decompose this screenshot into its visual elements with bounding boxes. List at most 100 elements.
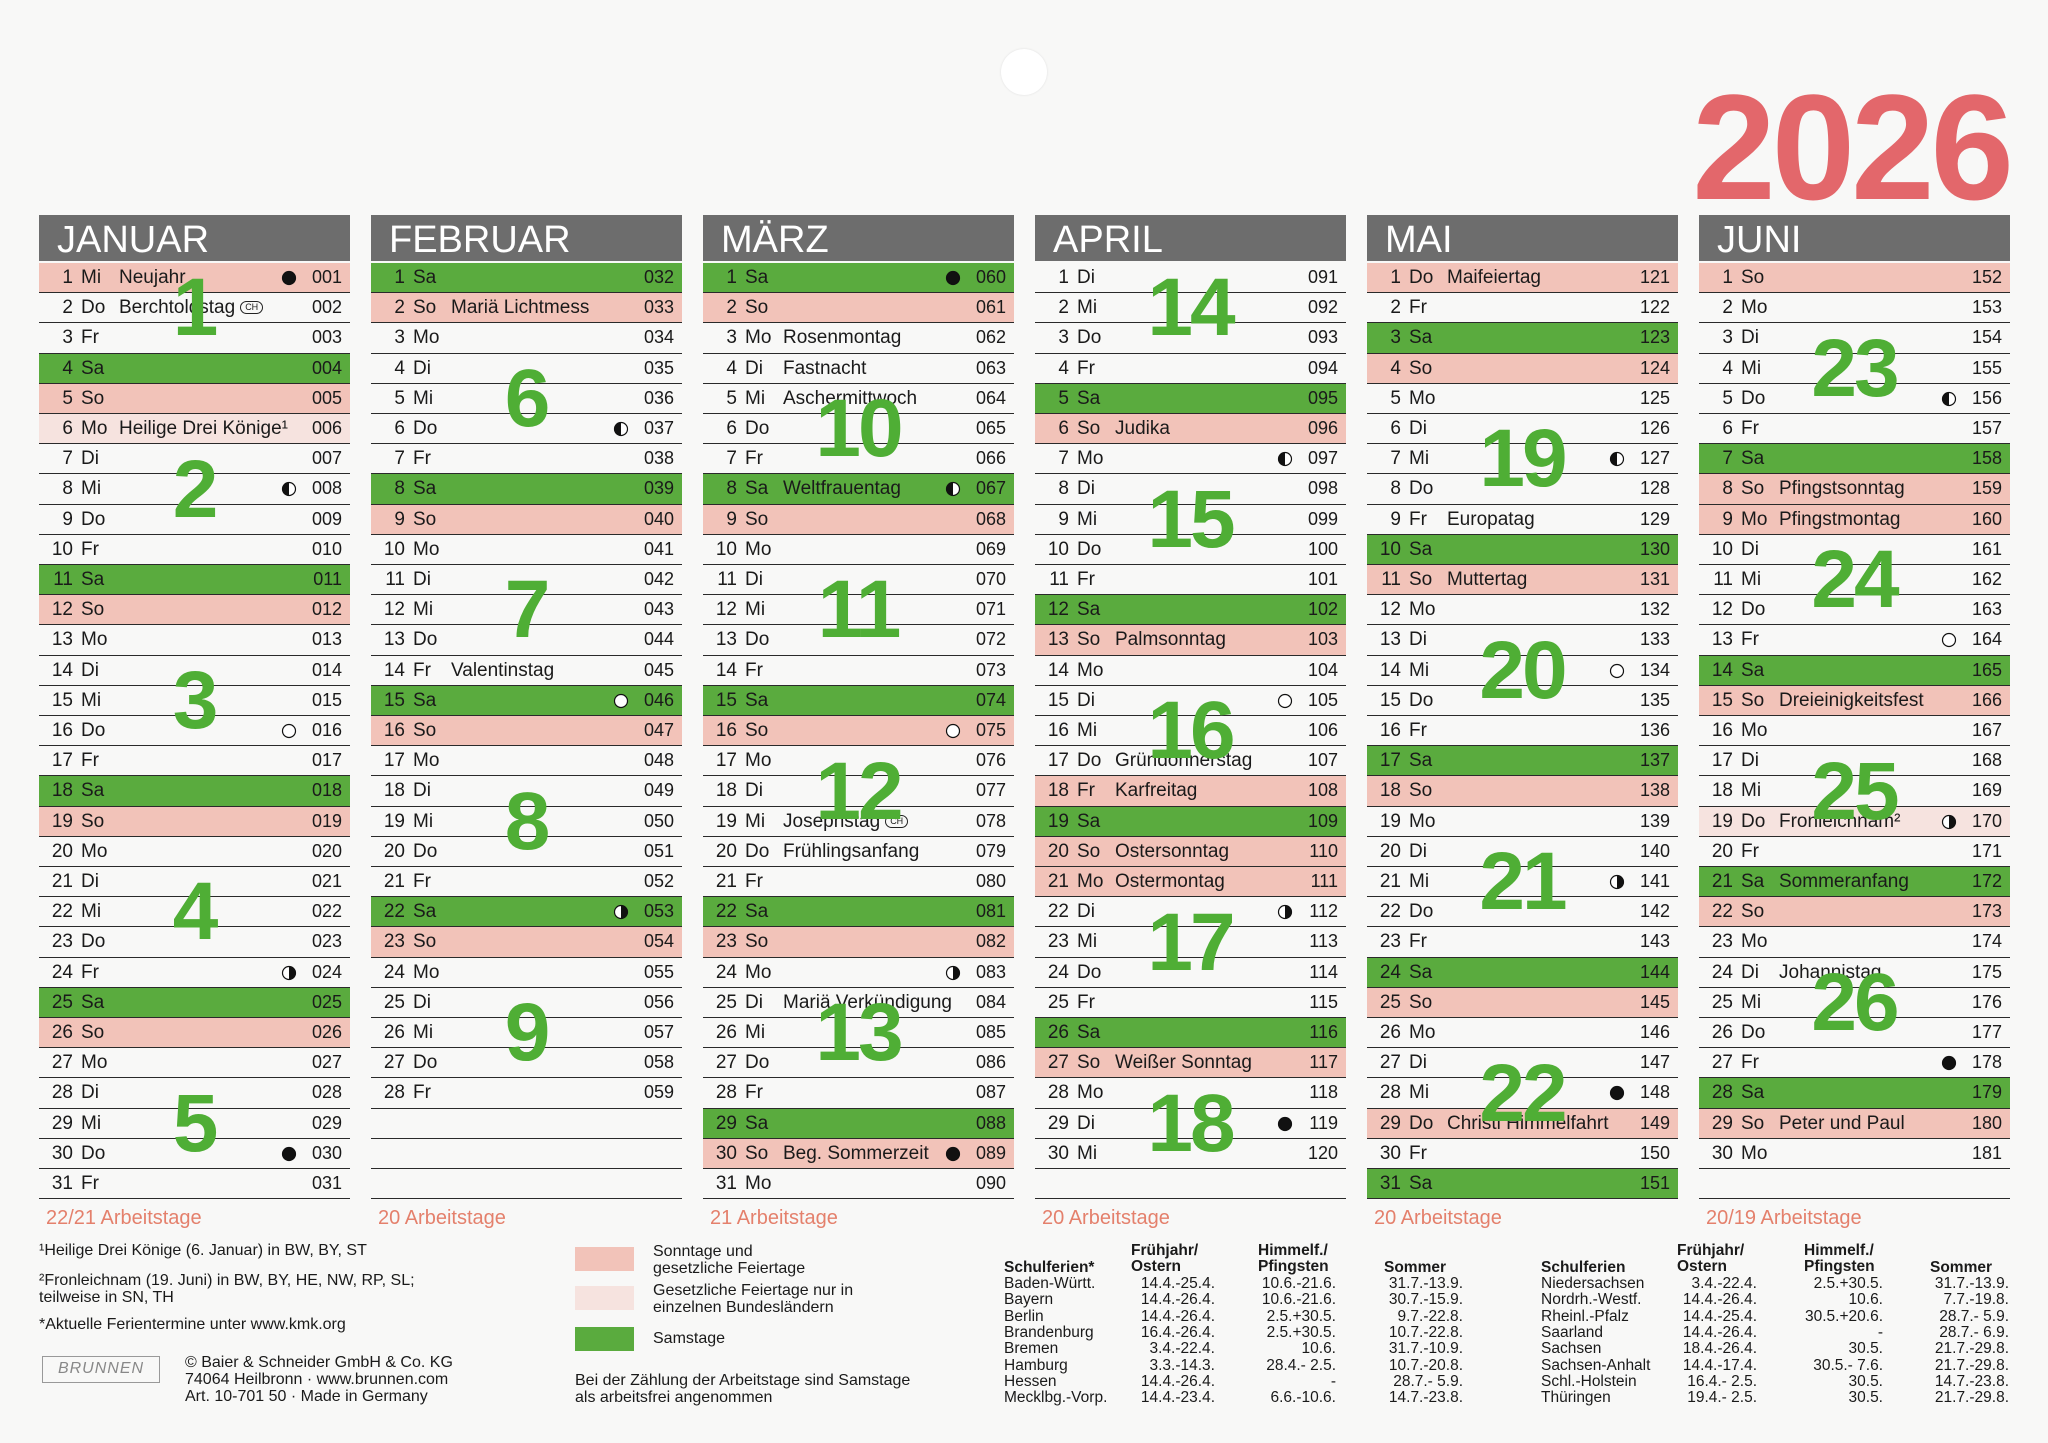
weekday: Mi <box>1409 448 1430 470</box>
day-row: 9 Mi 099 <box>1035 505 1346 535</box>
day-of-year: 009 <box>311 508 342 529</box>
weekday: Mi <box>81 267 102 288</box>
day-row: 31 Mo 090 <box>703 1169 1014 1200</box>
day-number: 9 <box>62 508 73 530</box>
weekday: Fr <box>1077 357 1095 379</box>
day-row: 3 Mo 034 <box>371 323 682 354</box>
day-row: 23 Mo 174 <box>1699 927 2010 958</box>
day-row: 1 Di 091 <box>1035 263 1346 294</box>
day-of-year: 049 <box>643 780 674 801</box>
day-number: 4 <box>394 357 405 379</box>
day-number: 23 <box>51 931 73 953</box>
holiday-dates: 3.4.-22.4. <box>1149 1340 1216 1358</box>
day-number: 1 <box>394 267 405 288</box>
day-of-year: 036 <box>643 387 674 408</box>
weekday: So <box>745 1142 769 1164</box>
workdays: 20 Arbeitstage <box>1374 1207 1502 1229</box>
day-of-year: 012 <box>311 599 342 620</box>
day-of-year: 106 <box>1307 720 1338 740</box>
weekday: Mi <box>81 901 102 923</box>
day-number: 22 <box>51 901 73 923</box>
day-row: 3 Do 093 <box>1035 323 1346 354</box>
holiday: Peter und Paul <box>1779 1109 1905 1138</box>
day-number: 17 <box>1047 750 1069 772</box>
state: Bayern <box>1004 1291 1054 1309</box>
legend-swatch <box>575 1327 634 1351</box>
day-of-year: 031 <box>311 1173 342 1193</box>
weekday: Fr <box>1741 629 1759 651</box>
day-number: 12 <box>1047 599 1069 621</box>
day-of-year: 098 <box>1307 478 1338 499</box>
day-number: 12 <box>1379 599 1401 621</box>
day-number: 2 <box>394 297 405 319</box>
day-row: 17 Di 168 <box>1699 746 2010 777</box>
day-number: 5 <box>1722 387 1733 409</box>
day-of-year: 032 <box>643 267 674 287</box>
day-number: 9 <box>1058 508 1069 530</box>
holiday: Europatag <box>1447 505 1535 534</box>
day-of-year: 068 <box>975 508 1006 529</box>
day-of-year: 001 <box>311 267 342 287</box>
weekday: Di <box>1409 418 1427 439</box>
day-of-year: 087 <box>975 1082 1006 1103</box>
day-row: 1 Do Maifeiertag 121 <box>1367 263 1678 294</box>
day-row: 27 Do 058 <box>371 1048 682 1079</box>
day-of-year: 091 <box>1307 267 1338 287</box>
holiday-dates: 16.4.-26.4. <box>1140 1323 1215 1341</box>
weekday: Mi <box>1077 297 1098 319</box>
day-number: 11 <box>717 569 737 590</box>
day-row: 29 Do Christi Himmelfahrt 149 <box>1367 1108 1678 1139</box>
note: Bei der Zählung der Arbeitstage sind Sam… <box>575 1372 911 1389</box>
day-row: 17 Do Gründonnerstag 107 <box>1035 746 1346 777</box>
weekday: So <box>1077 418 1101 439</box>
day-row: 21 Mo Ostermontag 111 <box>1035 867 1346 898</box>
day-number: 3 <box>1058 327 1069 349</box>
day-of-year: 072 <box>975 629 1006 650</box>
day-number: 28 <box>383 1082 405 1104</box>
day-number: 15 <box>715 689 737 711</box>
day-row: 11 Fr 101 <box>1035 565 1346 596</box>
workdays: 20 Arbeitstage <box>378 1207 506 1229</box>
holiday: Weißer Sonntag <box>1115 1048 1252 1077</box>
day-of-year: 108 <box>1307 780 1338 801</box>
day-of-year: 010 <box>311 538 342 559</box>
day-of-year: 089 <box>975 1142 1006 1163</box>
footnote: *Aktuelle Ferientermine unter www.kmk.or… <box>39 1316 346 1333</box>
weekday: Do <box>81 1142 106 1164</box>
holiday-dates: 10.6. <box>1301 1340 1336 1358</box>
weekday: Fr <box>745 871 763 892</box>
weekday: Do <box>81 720 106 741</box>
day-row: 14 Fr 073 <box>703 656 1014 686</box>
state: Bremen <box>1004 1340 1059 1358</box>
day-number: 8 <box>1390 478 1401 500</box>
weekday: Do <box>1409 689 1434 711</box>
weekday: Mo <box>745 750 772 772</box>
holiday: Ostersonntag <box>1115 837 1229 866</box>
weekday: Sa <box>745 901 769 923</box>
day-row: 16 Do 016 <box>39 716 350 747</box>
weekday: Mi <box>745 387 766 409</box>
holiday-name: Weltfrauentag <box>783 478 901 500</box>
day-number: 15 <box>383 689 405 711</box>
weekday: Mo <box>413 538 440 560</box>
day-of-year: 060 <box>975 267 1006 287</box>
weekday: Di <box>81 448 99 470</box>
day-number: 6 <box>1390 418 1401 439</box>
weekday: So <box>81 387 105 409</box>
weekday: Fr <box>81 1173 99 1194</box>
day-number: 14 <box>51 659 73 681</box>
day-row: 2 So 061 <box>703 293 1014 324</box>
day-row: 14 Mi 134 <box>1367 656 1678 686</box>
day-row: 13 So Palmsonntag 103 <box>1035 625 1346 656</box>
day-row: 8 Mi 008 <box>39 474 350 505</box>
day-row: 12 So 012 <box>39 595 350 626</box>
day-of-year: 118 <box>1309 1082 1338 1103</box>
weekday: So <box>1409 780 1433 802</box>
day-row: 15 Sa 046 <box>371 685 682 716</box>
weekday: Di <box>81 659 99 681</box>
holiday-name: Berchtoldstag <box>119 297 236 319</box>
day-number: 24 <box>1711 961 1733 983</box>
day-number: 23 <box>715 931 737 953</box>
day-number: 17 <box>1379 750 1401 772</box>
